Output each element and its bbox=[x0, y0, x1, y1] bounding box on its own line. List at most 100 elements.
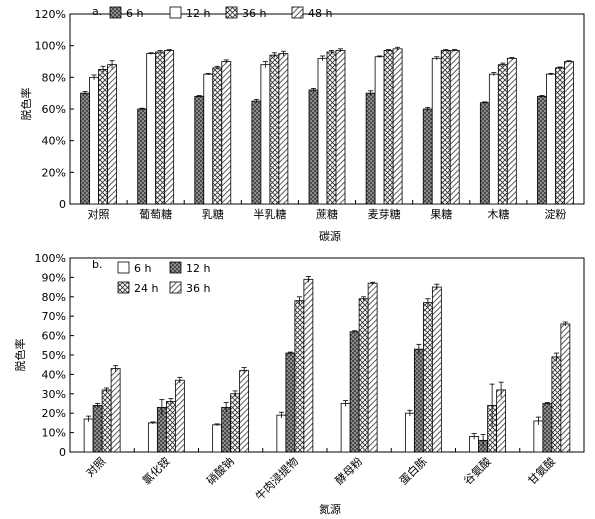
panel-a-bar bbox=[374, 56, 385, 205]
panel-a-x-axis-title: 碳源 bbox=[319, 229, 341, 243]
panel-a-y-tick-label: 100% bbox=[35, 40, 66, 53]
panel-b-y-tick-label: 50% bbox=[42, 349, 66, 362]
panel-a-legend-label: 48 h bbox=[308, 7, 332, 20]
panel-a-bar bbox=[137, 108, 148, 205]
panel-b-category-label: 牛肉浸提物 bbox=[252, 454, 301, 503]
panel-a-y-axis-title: 脱色率 bbox=[19, 88, 33, 121]
panel-b-y-tick-label: 100% bbox=[35, 252, 66, 265]
panel-b-y-tick-label: 90% bbox=[42, 271, 66, 284]
panel-b-bar bbox=[110, 368, 121, 453]
panel-b-y-tick-label: 30% bbox=[42, 388, 66, 401]
panel-b-bar bbox=[276, 414, 287, 453]
panel-a-bar bbox=[449, 50, 460, 205]
panel-a-bar bbox=[164, 50, 175, 205]
panel-a-bar bbox=[431, 57, 442, 205]
panel-a-bar bbox=[269, 54, 280, 205]
chart-panel-b: b. 氮源 脱色率 0 10% 20% 30% 40% 50% 60% 70% 80% 90% 10… bbox=[13, 252, 585, 516]
panel-b-bar bbox=[174, 379, 185, 453]
panel-b-legend-label: 12 h bbox=[186, 262, 210, 275]
panel-a-bar bbox=[564, 61, 574, 205]
panel-b-bar bbox=[294, 300, 305, 453]
panel-a-category-label: 蔗糖 bbox=[316, 207, 338, 221]
panel-b-y-tick-label: 0 bbox=[59, 446, 66, 459]
panel-b-category-label: 氯化铵 bbox=[139, 454, 172, 487]
panel-a-bar bbox=[506, 57, 517, 205]
panel-a-y-tick-label: 80% bbox=[42, 71, 66, 84]
panel-a-y-tick-label: 40% bbox=[42, 135, 66, 148]
panel-b-bar bbox=[358, 298, 369, 453]
panel-b-bar bbox=[101, 389, 112, 453]
panel-b-category-label: 硝酸钠 bbox=[204, 454, 237, 487]
panel-a-bar bbox=[278, 53, 289, 205]
panel-a-legend-label: 6 h bbox=[126, 7, 143, 20]
panel-b-bar bbox=[431, 286, 442, 453]
panel-a-y-tick-label: 60% bbox=[42, 103, 66, 116]
panel-a-legend-swatch bbox=[169, 6, 182, 19]
panel-a-category-label: 淀粉 bbox=[544, 207, 566, 221]
panel-b-bar bbox=[367, 282, 378, 453]
panel-b-category-label: 蛋白胨 bbox=[396, 454, 429, 487]
panel-b-bar bbox=[285, 352, 296, 453]
panel-a-category-label: 葡萄糖 bbox=[139, 207, 172, 221]
panel-b-legend-label: 24 h bbox=[134, 282, 158, 295]
panel-b-y-tick-label: 80% bbox=[42, 291, 66, 304]
panel-a-bar bbox=[203, 73, 214, 205]
panel-a-bar bbox=[212, 67, 223, 205]
panel-b-category-label: 对照 bbox=[83, 454, 108, 479]
panel-b-category-label: 酵母粉 bbox=[333, 455, 366, 488]
panel-b-y-tick-label: 70% bbox=[42, 310, 66, 323]
panel-a-y-tick-label: 120% bbox=[35, 8, 66, 21]
panel-b-bar bbox=[422, 302, 433, 453]
panel-a-category-label: 乳糖 bbox=[202, 207, 224, 221]
panel-b-legend-label: 36 h bbox=[186, 282, 210, 295]
panel-b-bar bbox=[221, 406, 232, 453]
panel-b-legend-swatch bbox=[117, 261, 130, 274]
panel-a-bar bbox=[497, 64, 508, 205]
panel-b-bar bbox=[212, 424, 223, 453]
panel-b-bar bbox=[533, 420, 544, 453]
panel-a-category-label: 果糖 bbox=[430, 207, 452, 221]
panel-b-legend-swatch bbox=[169, 261, 182, 274]
panel-b-legend-swatch bbox=[169, 281, 182, 294]
panel-a-bar bbox=[146, 53, 157, 205]
panel-a-bar bbox=[383, 50, 394, 205]
panel-b-bar bbox=[349, 331, 360, 453]
panel-b-y-tick-label: 40% bbox=[42, 368, 66, 381]
panel-a-label: a. bbox=[92, 5, 102, 18]
panel-a-category-label: 对照 bbox=[88, 207, 110, 221]
panel-a-legend-label: 12 h bbox=[186, 7, 210, 20]
panel-a-bar bbox=[440, 50, 451, 205]
panel-b-category-label: 谷氨酸 bbox=[461, 454, 494, 487]
panel-b-category-label: 甘氨酸 bbox=[525, 454, 558, 487]
panel-b-label: b. bbox=[92, 258, 102, 271]
panel-a-legend-label: 36 h bbox=[242, 7, 266, 20]
panel-a-category-label: 木糖 bbox=[487, 207, 509, 221]
panel-a-bar bbox=[422, 108, 433, 205]
panel-b-bar bbox=[340, 403, 351, 453]
panel-b-bar bbox=[239, 370, 250, 453]
panel-b-bar bbox=[230, 393, 241, 453]
panel-a-y-tick-label: 20% bbox=[42, 166, 66, 179]
panel-a-bar bbox=[555, 67, 565, 205]
panel-a-bar bbox=[335, 50, 346, 205]
panel-b-bar bbox=[542, 403, 553, 453]
panel-b-bar bbox=[551, 356, 562, 453]
panel-b-bar bbox=[404, 412, 415, 453]
panel-b-y-tick-label: 60% bbox=[42, 330, 66, 343]
panel-a-bar bbox=[251, 100, 262, 205]
panel-b-y-tick-label: 20% bbox=[42, 407, 66, 420]
panel-a-legend-swatch bbox=[291, 6, 304, 19]
panel-b-x-axis-title: 氮源 bbox=[319, 502, 341, 516]
panel-b-bar bbox=[303, 278, 314, 453]
panel-b-legend-label: 6 h bbox=[134, 262, 151, 275]
panel-b-y-axis-title: 脱色率 bbox=[13, 339, 27, 372]
panel-a-bar bbox=[326, 51, 337, 205]
panel-b-bar bbox=[165, 401, 176, 453]
panel-b-y-tick-label: 10% bbox=[42, 427, 66, 440]
panel-a-bar bbox=[221, 61, 232, 205]
panel-a-bar bbox=[89, 76, 99, 205]
panel-a-bar bbox=[392, 48, 403, 205]
chart-panel-a: a. 碳源 脱色率 0 20% 40% 60% 80% 100% 120% 对照 葡萄糖 乳糖 半乳… bbox=[19, 5, 585, 243]
panel-a-bar bbox=[308, 89, 319, 205]
